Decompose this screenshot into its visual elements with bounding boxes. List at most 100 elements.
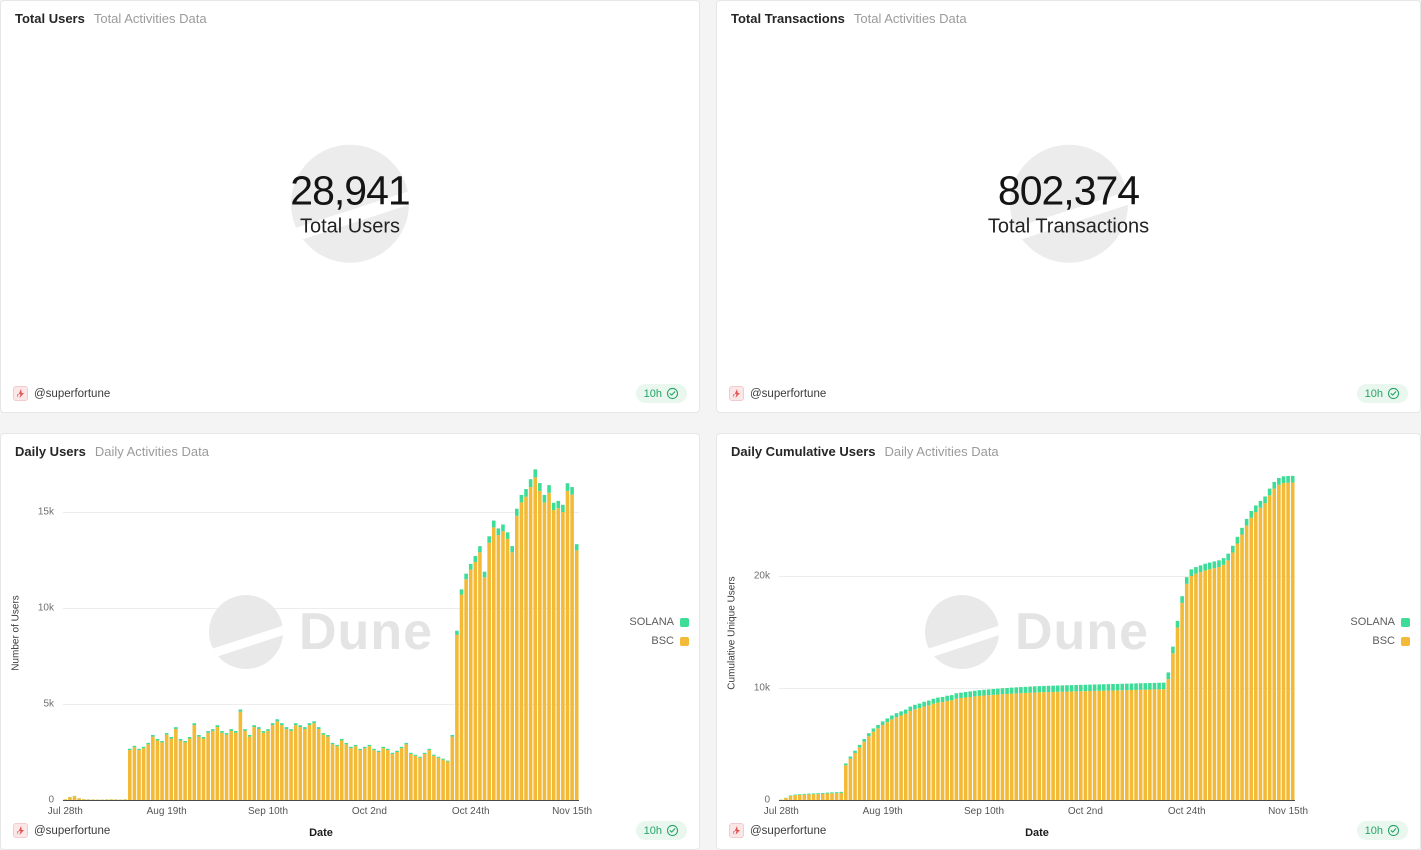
panel-header: Daily Users Daily Activities Data bbox=[15, 444, 685, 459]
legend-label: BSC bbox=[1372, 635, 1395, 647]
panel-title: Daily Cumulative Users bbox=[731, 444, 876, 459]
y-tick-label: 10k bbox=[37, 602, 54, 614]
legend-item-solana[interactable]: SOLANA bbox=[1350, 616, 1410, 628]
gridline bbox=[63, 704, 579, 705]
check-circle-icon bbox=[1387, 824, 1400, 837]
check-circle-icon bbox=[666, 387, 679, 400]
panel-subtitle: Daily Activities Data bbox=[94, 444, 209, 459]
dune-watermark-icon bbox=[1009, 144, 1128, 263]
bars bbox=[63, 469, 579, 800]
panel-subtitle: Daily Activities Data bbox=[884, 444, 999, 459]
x-tick-label: Oct 24th bbox=[1167, 806, 1206, 817]
y-axis-label: Number of Users bbox=[10, 594, 22, 671]
author-link[interactable]: @superfortune bbox=[13, 386, 110, 401]
legend-swatch-bsc bbox=[1401, 636, 1410, 646]
panel-footer: @superfortune 10h bbox=[13, 384, 687, 403]
chart-legend: SOLANA BSC bbox=[1350, 616, 1410, 647]
counter-label: Total Users bbox=[299, 215, 401, 238]
gridline bbox=[63, 608, 579, 609]
x-axis-label: Date bbox=[309, 827, 333, 839]
legend-item-bsc[interactable]: BSC bbox=[1372, 635, 1410, 647]
x-tick-label: Oct 2nd bbox=[351, 806, 387, 817]
y-axis-label-holder: Number of Users bbox=[9, 464, 23, 801]
x-axis-label: Date bbox=[1025, 827, 1049, 839]
x-tick-label: Jul 28th bbox=[47, 806, 83, 817]
daily-cumulative-users-chart: Dune 0 10k 20k Jul 28th Aug 19th Sep 10th Oct … bbox=[754, 464, 1308, 817]
panel-subtitle: Total Activities Data bbox=[853, 11, 967, 26]
author-handle: @superfortune bbox=[34, 387, 111, 400]
x-tick-label: Oct 2nd bbox=[1067, 806, 1103, 817]
refresh-age-badge[interactable]: 10h bbox=[635, 821, 687, 840]
panel-header: Total Users Total Activities Data bbox=[15, 11, 685, 26]
refresh-age-text: 10h bbox=[643, 824, 662, 837]
superfortune-logo-icon bbox=[13, 386, 28, 401]
legend-label: BSC bbox=[651, 635, 674, 647]
x-tick-label: Nov 15th bbox=[1268, 806, 1309, 817]
x-tick-label: Sep 10th bbox=[963, 806, 1005, 817]
gridline bbox=[779, 688, 1295, 689]
x-tick-label: Aug 19th bbox=[862, 806, 903, 817]
check-circle-icon bbox=[1387, 387, 1400, 400]
legend-item-solana[interactable]: SOLANA bbox=[629, 616, 689, 628]
counter: 28,941 Total Users bbox=[1, 144, 699, 263]
author-handle: @superfortune bbox=[750, 824, 827, 837]
dune-watermark-icon bbox=[291, 144, 409, 263]
counter: 802,374 Total Transactions bbox=[717, 144, 1420, 263]
panel-title: Total Users bbox=[15, 11, 85, 26]
panel-title: Daily Users bbox=[15, 444, 86, 459]
panel-footer: @superfortune 10h bbox=[13, 821, 687, 840]
panel-total-users: Total Users Total Activities Data 28,941… bbox=[0, 0, 700, 413]
author-link[interactable]: @superfortune bbox=[729, 386, 826, 401]
x-tick-label: Jul 28th bbox=[763, 806, 799, 817]
panel-header: Daily Cumulative Users Daily Activities … bbox=[731, 444, 1406, 459]
x-tick-label: Oct 24th bbox=[451, 806, 490, 817]
refresh-age-badge[interactable]: 10h bbox=[1356, 821, 1408, 840]
legend-item-bsc[interactable]: BSC bbox=[651, 635, 689, 647]
panel-header: Total Transactions Total Activities Data bbox=[731, 11, 1406, 26]
author-handle: @superfortune bbox=[34, 824, 111, 837]
y-tick-label: 10k bbox=[753, 682, 770, 694]
panel-daily-users: Daily Users Daily Activities Data Number… bbox=[0, 433, 700, 850]
panel-daily-cumulative-users: Daily Cumulative Users Daily Activities … bbox=[716, 433, 1421, 850]
legend-swatch-solana bbox=[680, 617, 689, 627]
check-circle-icon bbox=[666, 824, 679, 837]
panel-footer: @superfortune 10h bbox=[729, 821, 1408, 840]
author-link[interactable]: @superfortune bbox=[13, 823, 110, 838]
refresh-age-badge[interactable]: 10h bbox=[1356, 384, 1408, 403]
x-tick-label: Aug 19th bbox=[146, 806, 187, 817]
y-tick-label: 5k bbox=[43, 698, 54, 710]
refresh-age-text: 10h bbox=[1364, 824, 1383, 837]
refresh-age-badge[interactable]: 10h bbox=[635, 384, 687, 403]
bars bbox=[779, 475, 1295, 800]
refresh-age-text: 10h bbox=[643, 387, 662, 400]
x-tick-label: Nov 15th bbox=[552, 806, 593, 817]
legend-swatch-solana bbox=[1401, 617, 1410, 627]
x-tick-label: Sep 10th bbox=[247, 806, 289, 817]
y-tick-label: 15k bbox=[37, 506, 54, 518]
gridline bbox=[779, 576, 1295, 577]
y-tick-label: 0 bbox=[48, 794, 54, 806]
legend-swatch-bsc bbox=[680, 636, 689, 646]
y-axis-label: Cumulative Unique Users bbox=[726, 575, 738, 690]
panel-subtitle: Total Activities Data bbox=[93, 11, 207, 26]
daily-users-chart: Dune 0 5k 10k 15k Jul 28th Aug 19th Sep 10th Oc… bbox=[38, 464, 592, 817]
gridline bbox=[63, 512, 579, 513]
panel-title: Total Transactions bbox=[731, 11, 845, 26]
superfortune-logo-icon bbox=[13, 823, 28, 838]
chart-legend: SOLANA BSC bbox=[629, 616, 689, 647]
legend-label: SOLANA bbox=[1350, 616, 1395, 628]
panel-footer: @superfortune 10h bbox=[729, 384, 1408, 403]
y-tick-label: 20k bbox=[753, 570, 770, 582]
counter-label: Total Transactions bbox=[987, 215, 1150, 238]
counter-value: 28,941 bbox=[290, 167, 410, 214]
panel-total-transactions: Total Transactions Total Activities Data… bbox=[716, 0, 1421, 413]
superfortune-logo-icon bbox=[729, 823, 744, 838]
author-link[interactable]: @superfortune bbox=[729, 823, 826, 838]
y-axis-label-holder: Cumulative Unique Users bbox=[725, 464, 739, 801]
superfortune-logo-icon bbox=[729, 386, 744, 401]
y-tick-label: 0 bbox=[764, 794, 770, 806]
legend-label: SOLANA bbox=[629, 616, 674, 628]
author-handle: @superfortune bbox=[750, 387, 827, 400]
refresh-age-text: 10h bbox=[1364, 387, 1383, 400]
